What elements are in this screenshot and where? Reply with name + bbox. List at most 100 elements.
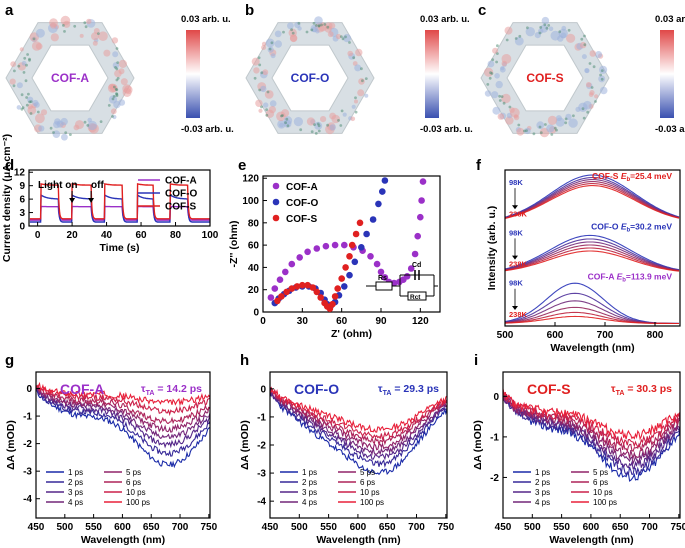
esp-blob — [9, 78, 16, 85]
legend-label: 1 ps — [302, 468, 317, 477]
point-COF-S — [293, 283, 301, 290]
point-COF-A — [341, 241, 348, 249]
esp-blob — [548, 26, 554, 32]
esp-blob — [34, 102, 40, 108]
legend-label: 10 ps — [126, 488, 146, 497]
scale-top-label: 0.03 arb. u. — [655, 14, 685, 25]
legend-label: 5 ps — [126, 468, 141, 477]
x-tick-label: 450 — [495, 522, 512, 533]
atom-dot — [297, 21, 301, 25]
atom-dot — [526, 26, 529, 30]
panel-label-b: b — [245, 2, 254, 19]
ta-curve-5-ps — [35, 384, 211, 433]
point-COF-S — [299, 281, 306, 289]
atom-dot — [500, 95, 504, 98]
x-axis-label: Time (s) — [99, 242, 139, 254]
atom-dot — [313, 123, 316, 126]
x-tick-label: 600 — [547, 330, 564, 341]
atom-dot — [588, 62, 592, 65]
pl-curve — [504, 238, 680, 271]
x-tick-label: 90 — [375, 316, 387, 327]
esp-blob — [555, 117, 565, 127]
atom-dot — [69, 133, 72, 137]
atom-dot — [538, 125, 542, 129]
point-COF-A — [418, 197, 425, 204]
x-tick-label: 500 — [291, 522, 308, 533]
esp-blob — [595, 51, 603, 58]
y-axis-label: ΔA (mOD) — [5, 420, 17, 470]
point-COF-O — [381, 177, 389, 184]
y-tick-label: -2 — [490, 473, 499, 484]
point-COF-A — [282, 268, 289, 276]
y-axis-label: Intensity (arb. u.) — [486, 206, 498, 291]
esp-blob — [329, 124, 336, 131]
temp-low-label: 238K — [509, 260, 528, 269]
esp-blob — [589, 50, 597, 57]
esp-blob — [599, 86, 608, 95]
legend-label-COF-S: COF-S — [286, 214, 317, 225]
y-tick-label: 120 — [242, 174, 259, 185]
atom-dot — [518, 34, 522, 38]
atom-dot — [344, 35, 347, 39]
esp-blob — [265, 38, 275, 48]
point-COF-A — [288, 260, 296, 268]
x-tick-label: 120 — [412, 316, 429, 327]
esp-blob — [92, 40, 98, 46]
esp-blob — [253, 67, 260, 74]
esp-blob — [320, 116, 327, 123]
atom-dot — [266, 90, 270, 94]
panel-label-g: g — [5, 352, 14, 369]
atom-dot — [323, 23, 327, 26]
atom-dot — [498, 99, 502, 102]
y-tick-label: 60 — [248, 241, 260, 252]
pl-curve — [504, 234, 680, 271]
atom-dot — [583, 34, 586, 38]
atom-dot — [498, 94, 501, 98]
eis-chart: e 0 30 60 90 120 0 20 40 60 80 100 120 Z' (ohm) -Z'' (… — [228, 157, 441, 340]
atom-dot — [337, 119, 340, 122]
y-tick-label: 0 — [19, 222, 25, 233]
y-axis-label: -Z'' (ohm) — [228, 221, 240, 268]
x-tick-label: 550 — [85, 522, 102, 533]
atom-dot — [354, 110, 358, 114]
x-tick-label: 600 — [350, 522, 367, 533]
esp-blob — [581, 54, 587, 60]
esp-blob — [120, 78, 128, 86]
pl-curve — [504, 315, 679, 325]
x-tick-label: 500 — [497, 330, 514, 341]
temp-high-label: 98K — [509, 228, 523, 237]
esp-blob — [258, 108, 263, 113]
atom-dot — [63, 30, 66, 33]
panel-label-h: h — [240, 352, 249, 369]
atom-dot — [26, 53, 29, 56]
atom-dot — [290, 28, 293, 32]
legend-label: 3 ps — [302, 488, 317, 497]
atom-dot — [314, 24, 318, 27]
esp-blob — [103, 49, 111, 57]
legend-label: 2 ps — [68, 478, 83, 487]
ta-curve-4-ps — [35, 387, 211, 439]
atom-dot — [99, 120, 103, 123]
x-axis-label: Wavelength (nm) — [81, 534, 165, 546]
atom-dot — [326, 123, 329, 127]
y-tick-label: 100 — [242, 196, 259, 207]
esp-blob — [86, 18, 92, 25]
x-tick-label: 650 — [143, 522, 160, 533]
panel-label-d: d — [5, 157, 14, 174]
esp-name: COF-S — [526, 71, 563, 85]
arrow-head — [88, 198, 95, 203]
atom-dot — [326, 25, 330, 29]
pl-curve — [504, 179, 680, 219]
rct-label: Rct — [410, 294, 421, 301]
pl-curve — [504, 247, 680, 272]
atom-dot — [582, 116, 586, 120]
legend-label: 2 ps — [535, 478, 550, 487]
ta-chart-cof-o: h 450 500 550 600 650 700 750 0 -1 -2 -3 -4 Wavelengt… — [239, 352, 455, 546]
esp-blob — [354, 64, 362, 72]
atom-dot — [64, 131, 68, 135]
esp-blob — [487, 60, 495, 68]
atom-dot — [508, 105, 512, 109]
point-COF-A — [313, 245, 321, 252]
point-COF-A — [414, 232, 422, 240]
temp-arrow-head — [512, 305, 518, 310]
